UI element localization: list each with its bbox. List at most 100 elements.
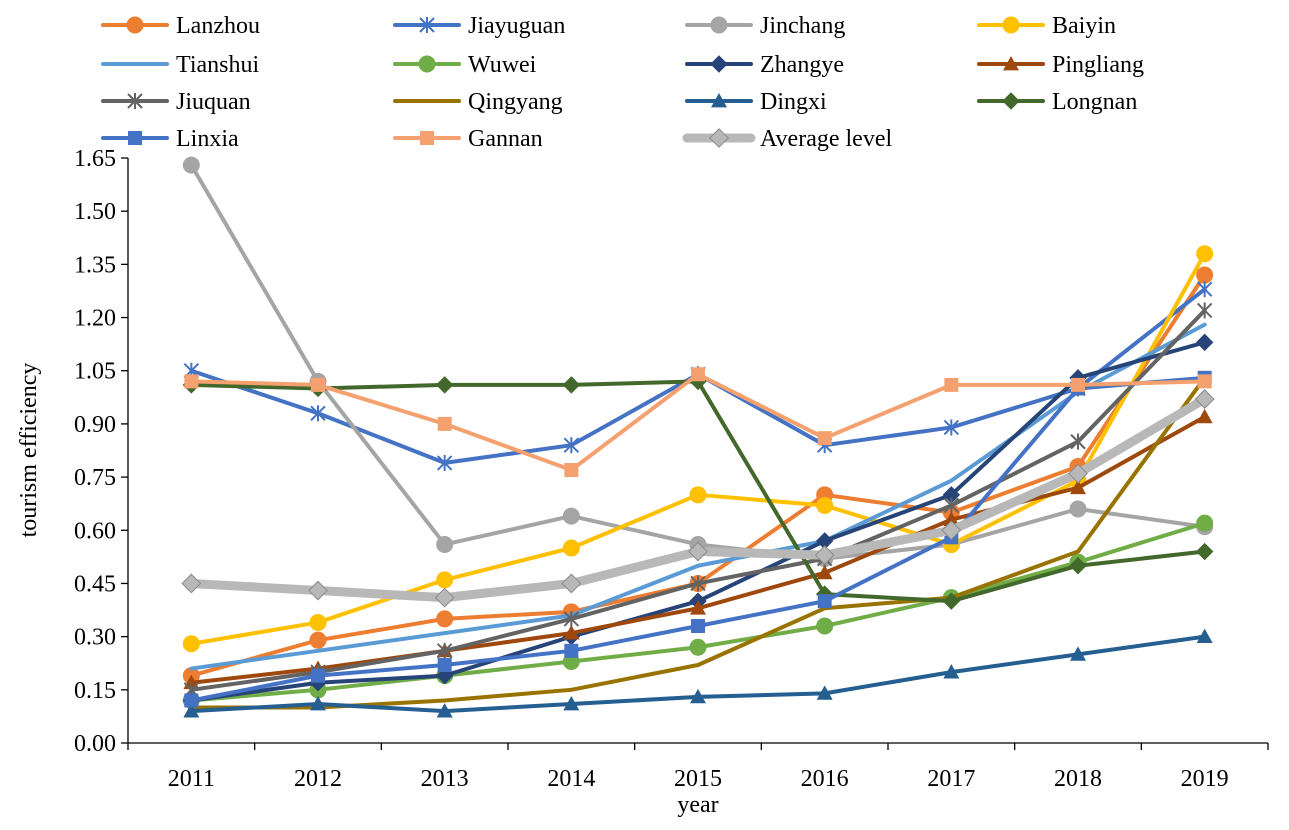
- legend-marker: [711, 93, 727, 108]
- legend-label: Lanzhou: [176, 13, 260, 39]
- y-tick-label: 1.35: [74, 252, 116, 278]
- legend-label: Jiuquan: [176, 89, 251, 115]
- legend-label: Dingxi: [760, 89, 827, 115]
- data-point: [691, 619, 705, 633]
- data-point: [562, 507, 580, 525]
- data-point: [688, 541, 708, 562]
- legend-entry: Baiyin: [977, 13, 1116, 39]
- data-point: [689, 486, 707, 504]
- data-point: [1196, 245, 1214, 263]
- data-point: [563, 610, 580, 627]
- data-point: [1069, 500, 1087, 518]
- legend-label: Jinchang: [760, 13, 845, 39]
- data-point: [690, 688, 706, 704]
- x-tick-label: 2012: [294, 766, 342, 792]
- x-tick-label: 2018: [1054, 766, 1102, 792]
- data-point: [436, 571, 454, 589]
- legend-marker: [419, 17, 435, 33]
- data-point: [1068, 463, 1088, 484]
- data-point: [817, 431, 832, 446]
- data-point: [816, 685, 833, 700]
- data-point: [1070, 433, 1086, 450]
- data-point: [183, 703, 200, 718]
- y-tick-label: 1.65: [74, 146, 116, 172]
- data-point: [1070, 646, 1086, 661]
- data-point: [436, 610, 454, 628]
- data-point: [182, 156, 200, 174]
- data-point: [816, 564, 833, 580]
- x-tick-label: 2016: [801, 766, 849, 792]
- data-point: [1195, 542, 1214, 561]
- y-tick-label: 1.50: [74, 199, 116, 225]
- data-point: [435, 376, 454, 394]
- data-point: [563, 696, 580, 711]
- data-point: [181, 573, 202, 594]
- legend-label: Longnan: [1052, 89, 1137, 115]
- data-point: [943, 419, 960, 436]
- data-point: [564, 643, 579, 658]
- data-point: [310, 696, 326, 711]
- data-point: [814, 545, 835, 565]
- data-point: [943, 664, 960, 679]
- data-point: [436, 642, 453, 659]
- y-tick-label: 0.30: [74, 625, 116, 651]
- x-axis: 2011 2012 2013 2014 2015 2016 2017 2018 2019: [127, 742, 1269, 792]
- y-tick-label: 1.05: [74, 359, 116, 385]
- series-linxia: [184, 370, 1212, 708]
- legend-label: Qingyang: [468, 89, 563, 115]
- legend-label: Tianshui: [176, 52, 259, 78]
- data-point: [437, 416, 452, 431]
- data-point: [436, 454, 453, 471]
- legend-entry: Jiayuguan: [393, 13, 565, 39]
- data-point: [184, 374, 199, 389]
- x-tick-label: 2011: [168, 766, 215, 792]
- data-point: [562, 376, 581, 394]
- y-tick-label: 0.75: [74, 465, 116, 491]
- legend-marker: [709, 128, 729, 148]
- legend-label: Zhangye: [760, 52, 844, 78]
- data-point: [816, 496, 834, 514]
- data-point: [1196, 514, 1214, 532]
- legend-marker: [710, 55, 728, 73]
- data-point: [311, 668, 325, 683]
- legend-marker: [1003, 56, 1019, 71]
- data-point: [564, 463, 579, 477]
- legend-marker: [420, 131, 434, 145]
- y-axis-label: tourism efficiency: [16, 363, 42, 538]
- legend-entry: Lanzhou: [101, 13, 260, 39]
- legend-label: Wuwei: [468, 52, 537, 78]
- data-point: [1196, 302, 1213, 319]
- y-tick-label: 1.20: [74, 306, 116, 332]
- data-point: [942, 592, 961, 610]
- y-axis: 0.00 0.15 0.30 0.45 0.60 0.75 0.90 1.05 1.20 1.35…: [74, 146, 129, 757]
- y-tick-label: 0.60: [74, 518, 116, 544]
- legend-entry: Longnan: [977, 89, 1137, 115]
- y-tick-label: 0.45: [74, 571, 116, 597]
- legend-label: Gannan: [468, 126, 543, 152]
- data-point: [563, 625, 580, 640]
- data-point: [690, 575, 706, 592]
- data-point: [1196, 408, 1213, 424]
- legend-entry: Jinchang: [685, 13, 845, 39]
- data-point: [310, 405, 326, 422]
- x-tick-label: 2017: [927, 766, 975, 792]
- legend-marker: [126, 16, 144, 34]
- legend-label: Baiyin: [1052, 13, 1116, 39]
- y-tick-label: 0.90: [74, 412, 116, 438]
- data-point: [1196, 281, 1213, 298]
- legend-marker: [1002, 92, 1020, 110]
- series-average-level: [181, 389, 1215, 608]
- legend-entry: Qingyang: [393, 89, 563, 115]
- series-lines: [181, 156, 1215, 718]
- data-point: [690, 600, 706, 615]
- legend-entry: Linxia: [101, 126, 239, 152]
- data-point: [1194, 389, 1215, 409]
- x-axis-label: year: [677, 792, 718, 818]
- x-tick-label: 2015: [674, 766, 722, 792]
- data-point: [689, 638, 707, 656]
- data-point: [309, 613, 327, 631]
- series-dingxi: [183, 628, 1213, 718]
- x-tick-label: 2019: [1181, 766, 1229, 792]
- data-point: [1069, 557, 1087, 575]
- y-tick-label: 0.00: [74, 731, 116, 757]
